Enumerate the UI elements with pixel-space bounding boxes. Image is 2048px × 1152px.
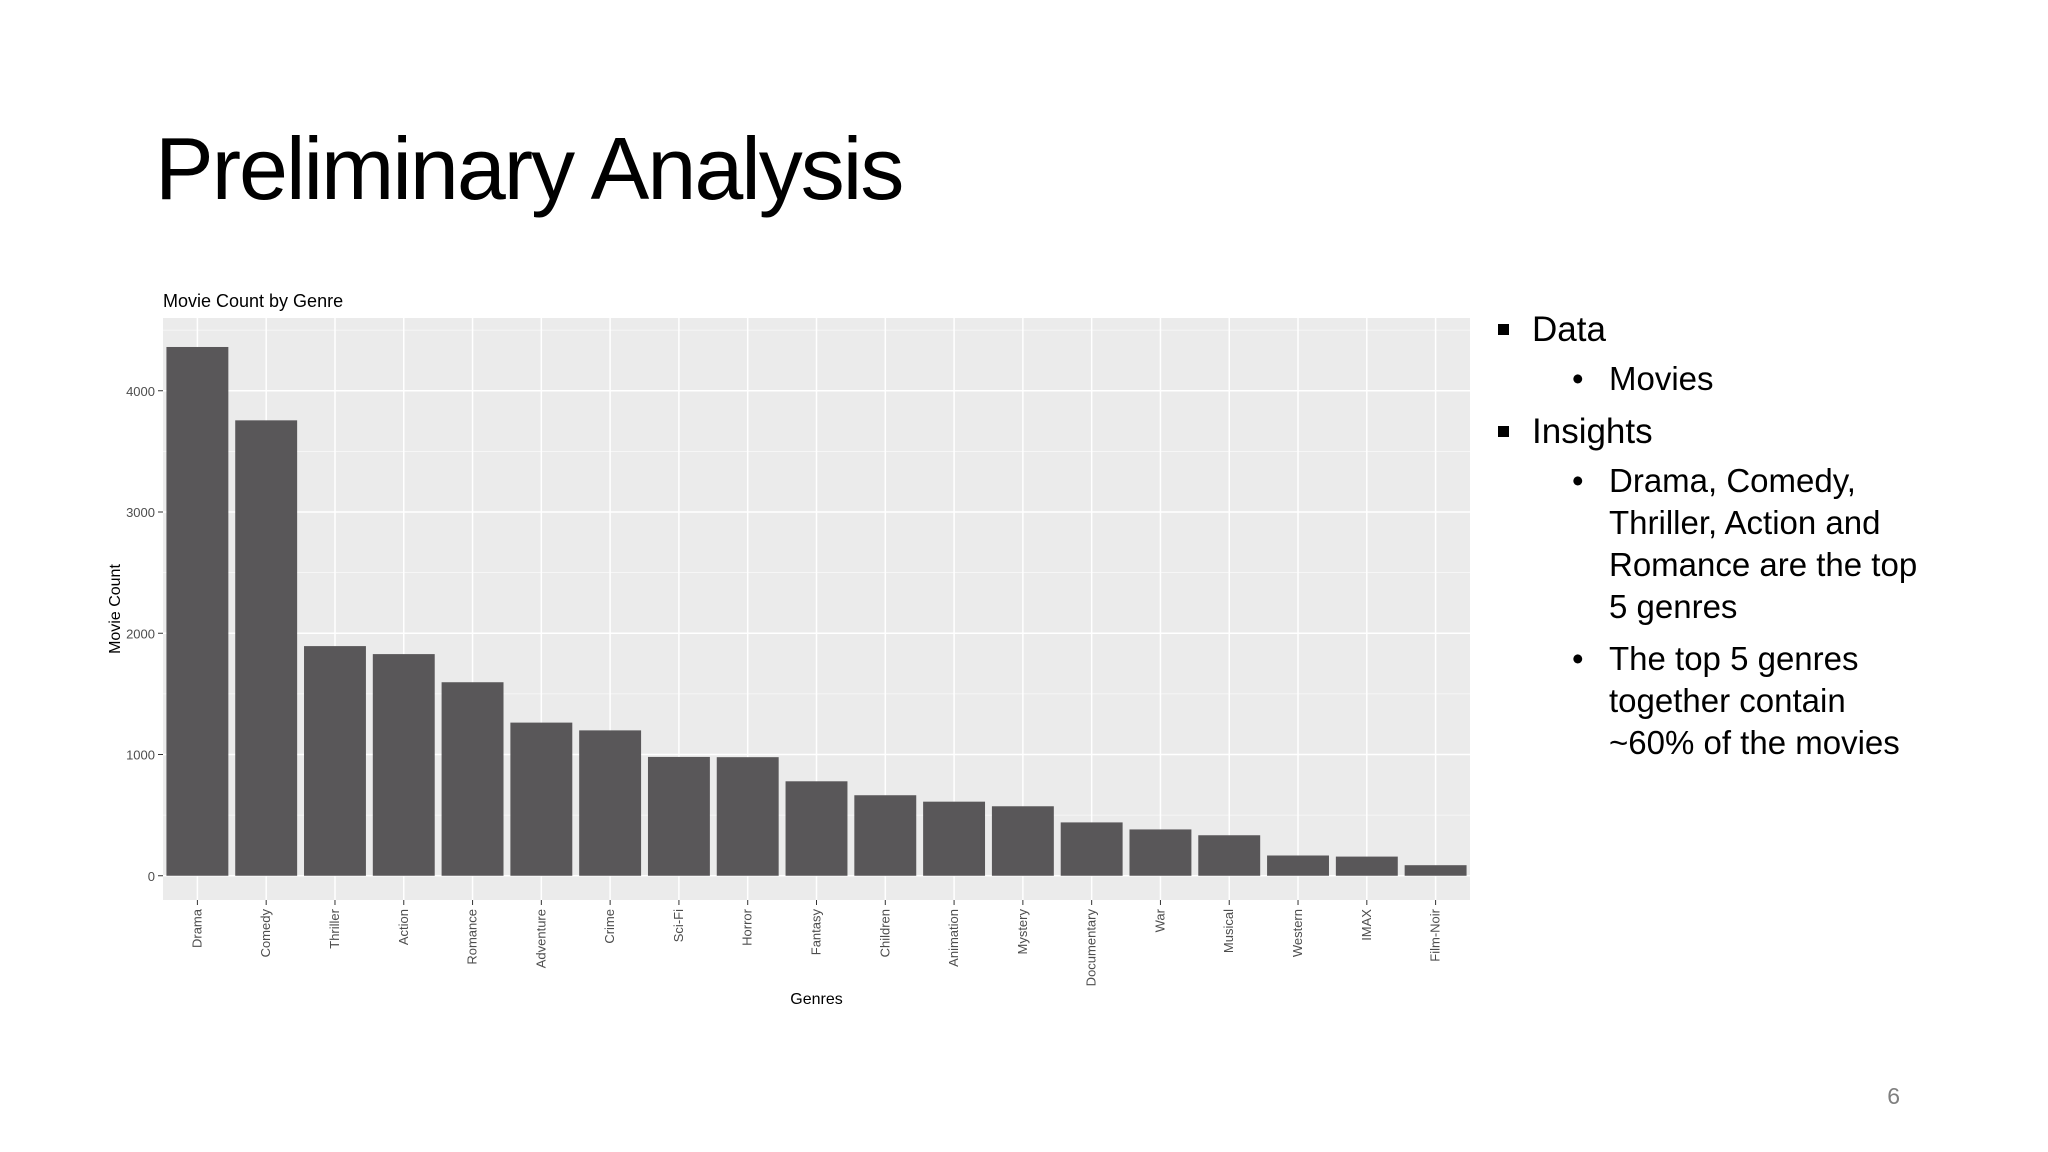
y-tick-label: 1000 [126, 748, 155, 763]
bullet-insights: Insights [1490, 410, 1940, 454]
bar-war [1129, 829, 1192, 876]
bar-comedy [235, 420, 298, 876]
x-tick-label: IMAX [1359, 909, 1374, 941]
chart-canvas: Movie Count by Genre 0 1000 2000 3000 4000 Dra… [107, 291, 1470, 1008]
bullet-data-item-label: Movies [1609, 360, 1714, 397]
x-tick-label: Adventure [533, 909, 548, 968]
y-tick-label: 4000 [126, 384, 155, 399]
x-tick-label: Sci-Fi [671, 909, 686, 942]
x-tick-label: Thriller [327, 908, 342, 948]
bar-thriller [304, 646, 366, 876]
x-tick-label: Romance [465, 909, 480, 965]
bar-film-noir [1404, 865, 1467, 876]
bullet-data: Data [1490, 308, 1940, 352]
x-axis-title: Genres [790, 991, 842, 1008]
x-tick-label: Western [1290, 909, 1305, 957]
x-tick-label: Action [396, 909, 411, 945]
bar-adventure [510, 722, 573, 876]
x-tick-label: War [1152, 908, 1167, 932]
x-tick-label: Film-Noir [1428, 908, 1443, 961]
bar-romance [441, 682, 504, 876]
bullet-insight-2-text: The top 5 genres together contain ~60% o… [1609, 640, 1900, 761]
x-tick-label: Mystery [1015, 909, 1030, 955]
bullet-list: Data • Movies Insights • Drama, Comedy, … [1490, 308, 1940, 774]
x-tick-label: Drama [189, 908, 204, 948]
bar-imax [1335, 856, 1398, 876]
bullet-data-item: • Movies [1490, 358, 1940, 400]
x-tick-label: Fantasy [809, 909, 824, 956]
y-tick-label: 2000 [126, 626, 155, 641]
bullet-insights-label: Insights [1532, 412, 1653, 451]
bullet-data-label: Data [1532, 310, 1606, 349]
round-bullet-icon: • [1572, 640, 1584, 677]
x-tick-label: Horror [740, 908, 755, 946]
page-number: 6 [1887, 1083, 1900, 1109]
square-bullet-icon [1498, 324, 1509, 335]
x-tick-label: Musical [1221, 909, 1236, 953]
y-tick-label: 3000 [126, 505, 155, 520]
bullet-insight-2: • The top 5 genres together contain ~60%… [1490, 638, 1940, 764]
slide-title: Preliminary Analysis [155, 119, 904, 218]
bullet-insight-1: • Drama, Comedy, Thriller, Action and Ro… [1490, 460, 1940, 628]
bar-musical [1198, 835, 1261, 876]
x-tick-label: Documentary [1084, 909, 1099, 987]
genre-chart: Movie Count by Genre 0 1000 2000 3000 4000 Dra… [107, 291, 1470, 1008]
bar-mystery [991, 806, 1054, 876]
bullet-insight-1-text: Drama, Comedy, Thriller, Action and Roma… [1609, 462, 1918, 625]
square-bullet-icon [1498, 426, 1509, 437]
bar-horror [716, 757, 779, 876]
bar-documentary [1060, 822, 1123, 876]
bar-children [854, 795, 917, 876]
bar-animation [923, 801, 986, 876]
bar-drama [166, 346, 229, 876]
round-bullet-icon: • [1572, 360, 1584, 397]
bar-sci-fi [647, 756, 710, 876]
bar-western [1267, 855, 1329, 876]
bar-fantasy [785, 781, 848, 876]
chart-title: Movie Count by Genre [163, 291, 343, 311]
round-bullet-icon: • [1572, 462, 1584, 499]
x-tick-label: Animation [946, 909, 961, 967]
x-tick-label: Children [877, 909, 892, 957]
bar-action [372, 654, 435, 876]
y-axis-title: Movie Count [107, 564, 124, 654]
bar-crime [579, 730, 642, 876]
x-tick-label: Crime [602, 909, 617, 944]
x-tick-label: Comedy [258, 909, 273, 958]
y-tick-label: 0 [148, 869, 155, 884]
